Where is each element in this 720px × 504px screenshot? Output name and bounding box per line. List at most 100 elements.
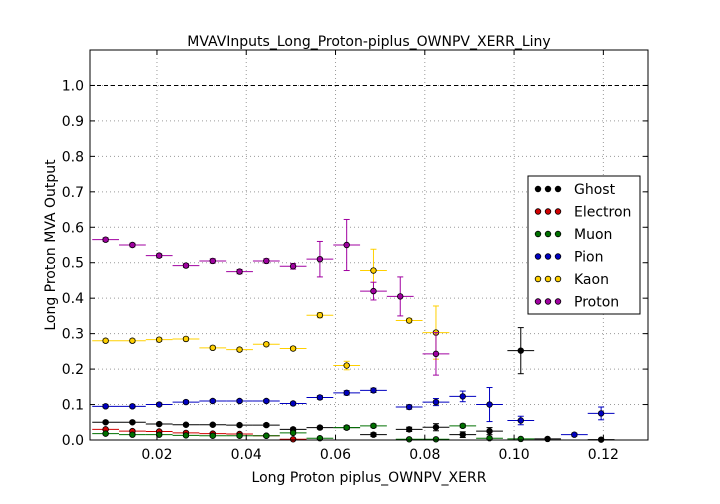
- data-point: [263, 397, 270, 405]
- legend-marker: [544, 185, 552, 193]
- data-point: [155, 420, 163, 428]
- data-point: [182, 262, 190, 269]
- x-tick-label: 0.12: [588, 447, 619, 463]
- data-point: [289, 429, 297, 437]
- data-point: [236, 268, 243, 275]
- data-point: [370, 431, 377, 438]
- data-point: [405, 317, 413, 324]
- data-point: [397, 293, 404, 300]
- data-point: [459, 393, 466, 400]
- legend-marker: [534, 298, 542, 305]
- legend-label: Proton: [574, 295, 619, 311]
- data-point: [129, 337, 136, 344]
- data-point: [316, 255, 324, 263]
- series-proton: [92, 218, 450, 376]
- data-point: [102, 403, 109, 410]
- legend-box: [527, 175, 641, 315]
- legend-marker: [544, 275, 552, 283]
- data-point: [182, 398, 190, 406]
- x-tick-label: 0.06: [320, 447, 351, 463]
- data-point: [316, 312, 324, 319]
- legend-marker: [554, 275, 562, 283]
- data-point: [155, 431, 163, 438]
- data-point: [517, 435, 524, 443]
- data-point: [316, 424, 324, 431]
- legend-marker: [534, 208, 542, 215]
- legend-marker: [554, 208, 562, 215]
- data-point: [405, 403, 413, 411]
- data-point: [102, 430, 109, 437]
- y-tick-label: 0.8: [62, 149, 84, 165]
- series-pion: [92, 387, 615, 438]
- data-point: [486, 401, 493, 408]
- y-tick-label: 1.0: [62, 78, 84, 94]
- data-point: [343, 241, 350, 249]
- data-point: [316, 394, 324, 401]
- data-point: [129, 431, 136, 438]
- legend-marker: [534, 253, 542, 260]
- data-point: [236, 346, 243, 353]
- data-point: [571, 431, 578, 438]
- data-point: [432, 424, 440, 431]
- y-tick-label: 0.6: [62, 220, 84, 236]
- data-point: [263, 421, 270, 429]
- legend-marker: [544, 230, 552, 238]
- series-muon: [92, 422, 535, 443]
- x-tick-label: 0.02: [141, 447, 172, 463]
- data-point: [459, 422, 466, 430]
- legend-label: Electron: [574, 205, 631, 221]
- data-point: [432, 436, 440, 443]
- data-point: [370, 387, 377, 394]
- data-point: [209, 432, 216, 439]
- data-point: [405, 436, 413, 443]
- data-point: [370, 267, 377, 274]
- data-point: [129, 403, 136, 410]
- legend-marker: [554, 298, 562, 305]
- legend-marker: [534, 185, 542, 193]
- legend-label: Ghost: [574, 182, 616, 198]
- legend-label: Pion: [574, 250, 603, 266]
- data-point: [209, 421, 216, 428]
- y-tick-label: 0.9: [62, 114, 84, 130]
- data-point: [544, 435, 551, 443]
- y-tick-label: 0.2: [62, 362, 84, 378]
- data-point: [459, 431, 466, 438]
- legend-marker: [544, 253, 552, 260]
- data-point: [263, 432, 270, 439]
- legend-marker: [544, 298, 552, 305]
- y-tick-label: 0.5: [62, 256, 84, 272]
- data-point: [155, 252, 163, 259]
- chart-title: MVAVInputs_Long_Proton-piplus_OWNPV_XERR…: [187, 34, 550, 50]
- data-point: [517, 347, 524, 354]
- x-axis-label: Long Proton piplus_OWNPV_XERR: [252, 470, 487, 486]
- data-point: [343, 362, 350, 369]
- data-point: [209, 257, 216, 265]
- data-point: [405, 426, 413, 433]
- y-tick-label: 0.4: [62, 291, 84, 307]
- data-point: [182, 432, 190, 439]
- data-point: [182, 421, 190, 428]
- legend-label: Kaon: [574, 272, 609, 288]
- y-tick-label: 0.7: [62, 185, 84, 201]
- data-point: [129, 241, 136, 249]
- data-point: [370, 287, 377, 295]
- data-point: [102, 337, 109, 344]
- x-tick-label: 0.10: [498, 447, 529, 463]
- data-point: [343, 389, 350, 397]
- y-tick-label: 0.1: [62, 398, 84, 414]
- x-tick-label: 0.04: [231, 447, 262, 463]
- data-point: [155, 336, 163, 343]
- y-axis-label: Long Proton MVA Output: [43, 159, 59, 331]
- legend-marker: [554, 230, 562, 238]
- data-point: [102, 236, 109, 243]
- data-point: [432, 398, 440, 406]
- data-point: [289, 436, 297, 443]
- data-point: [182, 335, 190, 343]
- y-tick-label: 0.3: [62, 327, 84, 343]
- data-point: [263, 257, 270, 265]
- data-point: [236, 432, 243, 439]
- data-point: [289, 345, 297, 352]
- data-point: [370, 422, 377, 430]
- x-tick-label: 0.08: [409, 447, 440, 463]
